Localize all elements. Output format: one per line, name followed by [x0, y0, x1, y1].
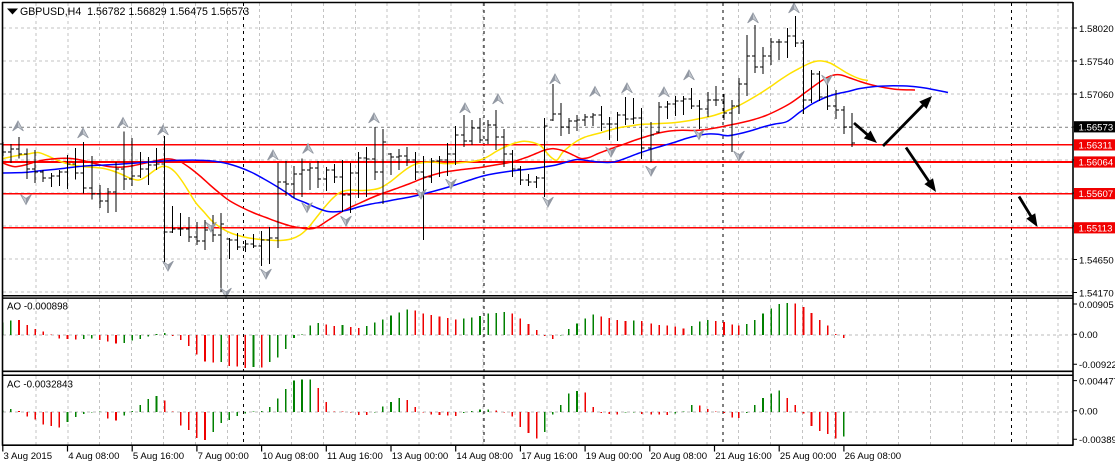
svg-text:7 Aug 00:00: 7 Aug 00:00: [198, 451, 249, 462]
svg-text:GBPUSD,H4 1.56782 1.56829 1.5: GBPUSD,H4 1.56782 1.56829 1.56475 1.5657…: [20, 6, 249, 18]
svg-text:-0.003890: -0.003890: [1079, 435, 1115, 446]
svg-text:1.56311: 1.56311: [1079, 140, 1113, 151]
svg-text:1.54650: 1.54650: [1079, 255, 1114, 266]
svg-text:-0.009225: -0.009225: [1079, 360, 1115, 371]
svg-text:1.56573: 1.56573: [1079, 122, 1114, 133]
svg-text:4 Aug 08:00: 4 Aug 08:00: [68, 451, 119, 462]
svg-text:AC -0.0032843: AC -0.0032843: [7, 380, 73, 391]
svg-text:3 Aug 2015: 3 Aug 2015: [4, 451, 53, 462]
svg-text:14 Aug 08:00: 14 Aug 08:00: [456, 451, 513, 462]
svg-text:0.004477: 0.004477: [1079, 376, 1115, 387]
svg-text:1.56064: 1.56064: [1079, 158, 1114, 169]
svg-text:10 Aug 08:00: 10 Aug 08:00: [262, 451, 319, 462]
svg-text:25 Aug 00:00: 25 Aug 00:00: [780, 451, 837, 462]
svg-text:19 Aug 00:00: 19 Aug 00:00: [586, 451, 643, 462]
svg-text:1.54170: 1.54170: [1079, 288, 1114, 299]
svg-text:1.55113: 1.55113: [1079, 223, 1113, 234]
svg-text:26 Aug 08:00: 26 Aug 08:00: [845, 451, 902, 462]
svg-text:AO -0.000898: AO -0.000898: [7, 302, 69, 313]
svg-text:1.57540: 1.57540: [1079, 57, 1114, 68]
svg-text:13 Aug 00:00: 13 Aug 00:00: [392, 451, 449, 462]
svg-text:20 Aug 08:00: 20 Aug 08:00: [651, 451, 708, 462]
svg-text:21 Aug 16:00: 21 Aug 16:00: [715, 451, 772, 462]
svg-text:1.58020: 1.58020: [1079, 24, 1114, 35]
svg-text:5 Aug 16:00: 5 Aug 16:00: [133, 451, 184, 462]
svg-text:11 Aug 16:00: 11 Aug 16:00: [327, 451, 383, 462]
svg-text:0.00: 0.00: [1079, 330, 1098, 341]
svg-text:17 Aug 16:00: 17 Aug 16:00: [521, 451, 578, 462]
svg-text:0.00905: 0.00905: [1079, 300, 1114, 311]
svg-text:1.57060: 1.57060: [1079, 90, 1114, 101]
svg-text:1.55607: 1.55607: [1079, 189, 1114, 200]
svg-text:0.00: 0.00: [1079, 407, 1098, 418]
